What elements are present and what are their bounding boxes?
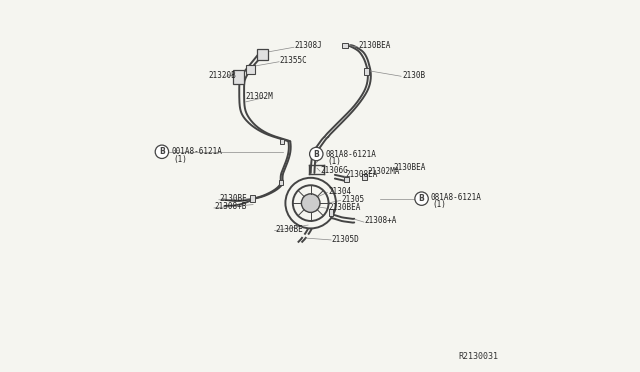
Bar bbox=[257, 49, 268, 60]
Bar bbox=[342, 43, 348, 48]
Text: 21304: 21304 bbox=[329, 187, 352, 196]
Circle shape bbox=[415, 192, 428, 205]
Bar bbox=[246, 67, 251, 73]
Bar bbox=[246, 65, 255, 74]
Bar bbox=[250, 195, 255, 202]
Text: 21355C: 21355C bbox=[280, 56, 308, 65]
Text: 2130BE: 2130BE bbox=[275, 225, 303, 234]
Text: 081A8-6121A: 081A8-6121A bbox=[431, 193, 481, 202]
Text: 21305D: 21305D bbox=[332, 235, 360, 244]
Text: 21306G: 21306G bbox=[321, 166, 349, 175]
Text: (1): (1) bbox=[173, 155, 187, 164]
Text: 21302MA: 21302MA bbox=[367, 167, 399, 176]
Text: 2130BE: 2130BE bbox=[220, 194, 247, 203]
Text: 081A8-6121A: 081A8-6121A bbox=[326, 150, 376, 158]
Text: B: B bbox=[159, 147, 164, 156]
Text: 21308+B: 21308+B bbox=[215, 202, 247, 211]
Bar bbox=[329, 209, 333, 216]
Text: 21308+A: 21308+A bbox=[365, 217, 397, 225]
Text: B: B bbox=[314, 150, 319, 158]
Text: 2130B: 2130B bbox=[403, 71, 426, 80]
Circle shape bbox=[310, 147, 323, 161]
Text: R2130031: R2130031 bbox=[458, 352, 499, 361]
Text: (1): (1) bbox=[433, 200, 446, 209]
Bar bbox=[344, 177, 349, 182]
Text: 21320B: 21320B bbox=[209, 71, 236, 80]
Text: 2130BEA: 2130BEA bbox=[394, 163, 426, 172]
Circle shape bbox=[301, 194, 320, 212]
Bar bbox=[362, 174, 367, 180]
Text: 2130BEA: 2130BEA bbox=[328, 203, 360, 212]
Bar bbox=[236, 74, 243, 81]
Bar bbox=[364, 68, 369, 75]
Bar bbox=[280, 139, 284, 144]
Text: (1): (1) bbox=[328, 157, 341, 166]
Bar bbox=[279, 180, 283, 185]
Text: 21305: 21305 bbox=[342, 195, 365, 204]
Text: 21308J: 21308J bbox=[294, 41, 323, 50]
Text: 001A8-6121A: 001A8-6121A bbox=[172, 147, 222, 155]
Text: 21302M: 21302M bbox=[246, 92, 273, 101]
Text: 21308EA: 21308EA bbox=[346, 170, 378, 179]
Text: B: B bbox=[419, 194, 424, 203]
Circle shape bbox=[156, 145, 168, 158]
Text: 2130BEA: 2130BEA bbox=[358, 41, 390, 50]
Bar bbox=[232, 70, 244, 84]
